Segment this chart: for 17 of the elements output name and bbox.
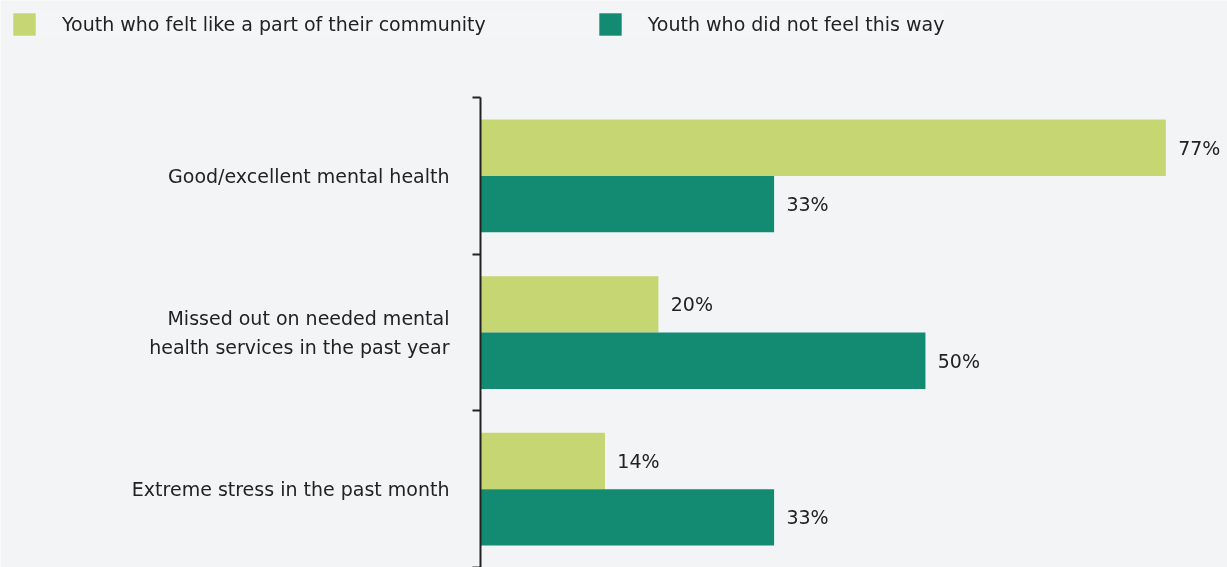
data-label: 33% — [786, 193, 829, 216]
bar — [480, 432, 605, 490]
bar — [480, 489, 775, 546]
data-label: 20% — [670, 293, 713, 316]
data-label: 50% — [937, 349, 981, 372]
legend-label: Youth who felt like a part of their community — [62, 13, 486, 35]
bar — [480, 276, 659, 333]
data-label: 14% — [617, 449, 660, 472]
bar — [480, 332, 926, 389]
bar — [480, 119, 1166, 176]
legend-label: Youth who did not feel this way — [647, 13, 945, 35]
data-label: 33% — [786, 506, 829, 529]
bar — [480, 175, 775, 233]
y-tick-label: Extreme stress in the past month — [131, 478, 450, 501]
y-tick-label: Good/excellent mental health — [168, 164, 450, 187]
data-label: 77% — [1178, 136, 1221, 159]
y-tick-label: Missed out on needed mental health services in the past year — [149, 306, 450, 359]
